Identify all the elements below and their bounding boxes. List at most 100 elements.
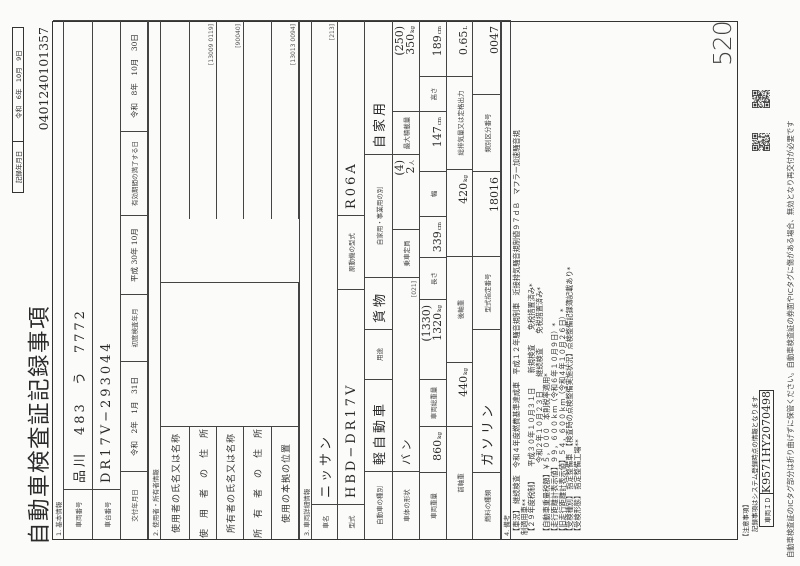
cell-text: 1. 基本情報 xyxy=(55,501,63,536)
cell-text: 使用者の氏名又は名称 xyxy=(171,433,182,534)
vehicle-id-box: 車両ＩＤ K9571HY2070498 xyxy=(759,390,774,527)
cell-text: 軽自動車 xyxy=(373,400,388,465)
value-text: kg xyxy=(437,305,443,312)
label-capacity: 乗車定員 xyxy=(393,229,420,277)
label-chassis-number: 車台番号 xyxy=(93,489,121,539)
value-text: L xyxy=(463,26,469,30)
section-vehicle-details: 3. 車両詳細情報 xyxy=(299,20,312,539)
owner-blank-area xyxy=(161,282,299,426)
value-text: 2 xyxy=(404,166,417,174)
section-owner-info: 2. 使用者・所有者情報 xyxy=(148,20,161,539)
value-text: 18016 xyxy=(488,177,501,212)
label-owner-row: 使用の本拠の位置 xyxy=(272,426,299,539)
value-text: kg xyxy=(410,26,416,33)
cell-text: ニッサン xyxy=(319,433,334,498)
vehicle-type: 軽自動車 xyxy=(365,379,393,471)
cell-text: 総排気量又は定格出力 xyxy=(456,90,465,156)
cell-text: 高さ xyxy=(430,87,438,101)
label-car-name: 車名 xyxy=(312,504,338,539)
cell-text: 型式指定番号 xyxy=(483,273,492,313)
category-number: 0047 xyxy=(473,20,501,94)
document-number: 0401240101357 xyxy=(36,27,51,131)
label-length: 長さ xyxy=(420,257,447,299)
vehicle-id-value: K9571HY2070498 xyxy=(760,391,773,494)
value-line: 18016 xyxy=(488,177,501,212)
record-date-label: 記録年月日 xyxy=(13,141,23,192)
remarks-text: 【車況】 継続検査 令和４年度燃費基準達成車 平成１２年騒音規制車 近接排気騒音… xyxy=(512,130,582,535)
value-text: 147 xyxy=(431,126,444,148)
value-text: cm xyxy=(437,26,443,35)
value-line: 0047 xyxy=(488,26,501,54)
label-weight: 車両重量 xyxy=(420,472,447,539)
cell-text: 用途 xyxy=(375,348,384,361)
record-date-box: 記録年月日 令和 6年 10月 9日 xyxy=(12,27,24,193)
label-issue-date: 交付年月日 xyxy=(121,471,148,539)
cell-text: 品川 483 う 7772 xyxy=(72,308,88,483)
vehicle-id-label: 車両ＩＤ xyxy=(760,493,773,526)
label-height: 高さ xyxy=(420,76,447,111)
cell-text: 幅 xyxy=(430,190,438,198)
fuel: ガソリン xyxy=(473,329,501,472)
label-first-registration: 初度検査年月 xyxy=(121,294,148,361)
remarks-line: 【車況】 継続検査 令和４年度燃費基準達成車 平成１２年騒音規制車 近接排気騒音… xyxy=(512,130,521,535)
section-basic-info: 1. 基本情報 xyxy=(53,20,64,539)
value-line: 1320kg xyxy=(431,305,446,341)
private-business: 自家用 xyxy=(365,20,393,154)
value-text: 189 xyxy=(431,35,444,57)
value-text: 860 xyxy=(431,439,444,461)
cell-text: 後軸重 xyxy=(456,299,465,320)
label-owner-row: 使 用 者 の 住 所 xyxy=(190,426,217,539)
cell-text: 類別区分番号 xyxy=(483,113,492,153)
value-text: cm xyxy=(437,117,443,126)
value-line: 147cm xyxy=(431,117,446,148)
value-text: cm xyxy=(437,222,443,231)
front-axle: 440kg xyxy=(447,362,473,426)
displacement: 0.65L xyxy=(447,20,473,76)
value-text: 420 xyxy=(457,182,470,204)
cell-text: 所 有 者 の 住 所 xyxy=(254,428,264,539)
value-text: kg xyxy=(463,175,469,182)
cell-text: 使 用 者 の 住 所 xyxy=(199,428,210,539)
cell-text: 初度検査年月 xyxy=(131,308,139,348)
cell-text: R06A xyxy=(343,161,359,209)
car-name: ニッサン [213] xyxy=(312,20,338,504)
value-text: 440 xyxy=(457,375,470,397)
weight: 860kg xyxy=(420,426,447,472)
page-title: 自動車検査証記録事項 xyxy=(27,304,53,545)
cell-text: 自家用・事業用の別 xyxy=(375,186,384,246)
owner-row-value xyxy=(244,20,272,219)
label-model: 型式 xyxy=(338,504,365,539)
label-width: 幅 xyxy=(420,171,447,216)
cell-text: バン xyxy=(400,436,413,465)
notes-text: 記録事項はシステム登録時点の情報となります xyxy=(751,395,759,532)
label-front-axle: 前軸重 xyxy=(447,426,473,539)
cell-text: 有効期間の満了する日 xyxy=(131,141,139,206)
value-text: 0.65 xyxy=(457,30,470,56)
issue-date: 令和 2年 1月 31日 xyxy=(121,361,148,471)
value-line: 339cm xyxy=(431,222,446,252)
chassis-number: DR17V−293044 xyxy=(93,20,121,489)
label-engine-model: 原動機の型式 xyxy=(338,215,365,289)
footer-notice: 自動車検査証のICタグ部分は折り曲げずに保管ください。自動車検査証の券面やICタ… xyxy=(786,120,795,559)
label-registration-number: 車両番号 xyxy=(64,489,93,539)
first-registration: 平成 30年 10月 xyxy=(121,215,148,294)
value-line: 440kg xyxy=(457,368,472,397)
use: 貨物 xyxy=(365,277,393,329)
cell-text: 乗車定員 xyxy=(403,240,411,267)
value-text: 350 xyxy=(404,33,417,55)
type-designation-number: 18016 xyxy=(473,171,501,256)
value-line: 0.65L xyxy=(457,26,472,56)
owner-row-value: [13009 0119] xyxy=(190,20,217,219)
value-text: kg xyxy=(437,432,443,439)
owner-row-value: [90040] xyxy=(217,20,244,219)
code-text: [13009 0119] xyxy=(208,24,215,65)
label-max-load: 最大積載量 xyxy=(393,111,420,154)
cell-text: 貨物 xyxy=(373,290,388,323)
label-expiry-date: 有効期間の満了する日 xyxy=(121,131,148,215)
height: 189cm xyxy=(420,20,447,76)
cell-text: 令和 8年 10月 30日 xyxy=(129,34,139,118)
label-rear-axle: 後軸重 xyxy=(447,256,473,362)
body-shape: バン [021] xyxy=(393,277,420,471)
width: 147cm xyxy=(420,111,447,171)
